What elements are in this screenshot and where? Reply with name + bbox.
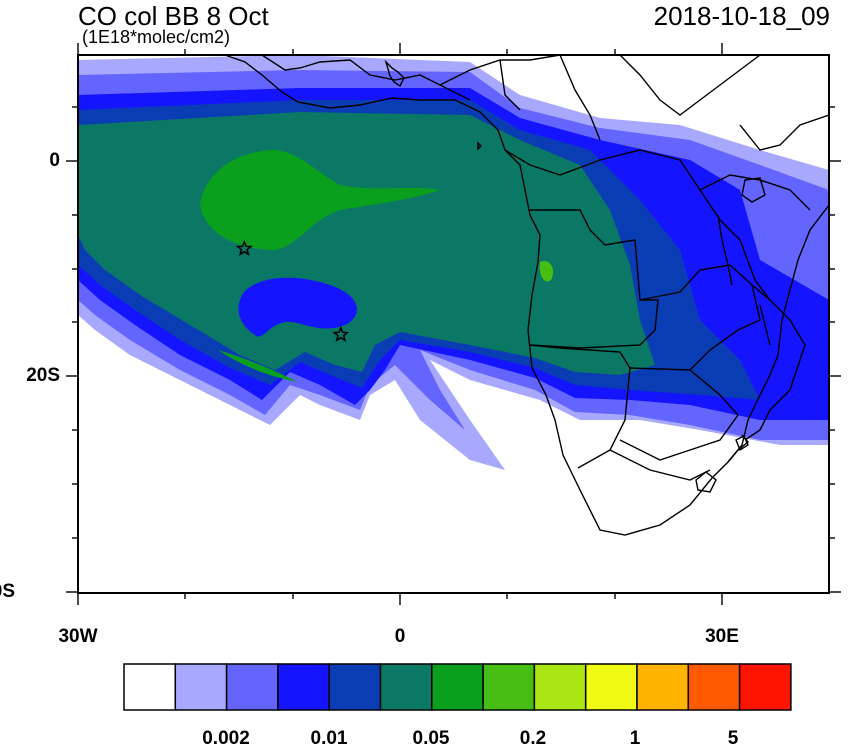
- colorbar-box-11: [687, 663, 741, 711]
- colorbar-box-0: [123, 663, 177, 711]
- marker-layer: [235, 239, 350, 343]
- border-botswana: [619, 367, 739, 461]
- lat-label-20s: 20S: [26, 365, 60, 386]
- lat-label-40s: 40S: [0, 581, 15, 602]
- lat-label-0: 0: [49, 150, 60, 171]
- lake-tanganyika: [717, 214, 733, 286]
- colorbar-box-4: [328, 663, 382, 711]
- plume-field: [78, 55, 829, 470]
- lesotho: [695, 471, 717, 493]
- bioko-island: [477, 141, 482, 151]
- colorbar-label-2: 0.05: [412, 728, 450, 749]
- border-mozambique: [744, 284, 806, 441]
- plume-green-streak: [218, 350, 298, 382]
- colorbar-box-1: [174, 663, 228, 711]
- star-marker-2: [332, 325, 350, 343]
- colorbar-box-6: [431, 663, 484, 711]
- plume-green-spot: [539, 260, 554, 282]
- lon-label-30w: 30W: [58, 626, 98, 647]
- star-marker-1: [235, 239, 254, 256]
- lake-victoria: [741, 177, 766, 203]
- colorbar-box-7: [482, 663, 536, 711]
- colorbar-label-0: 0.002: [202, 728, 250, 749]
- south-africa-internal: [609, 434, 750, 481]
- colorbar-label-4: 1: [629, 728, 641, 749]
- lake-chad: [384, 59, 405, 88]
- map-title: CO col BB 8 Oct: [78, 1, 269, 31]
- colorbar-box-8: [533, 663, 587, 711]
- colorbar-label-3: 0.2: [519, 728, 547, 749]
- plume-green: [200, 150, 440, 250]
- border-drc: [504, 149, 771, 301]
- colorbar-box-10: [636, 663, 690, 711]
- tick-marks: [66, 43, 841, 605]
- colorbar-label-1: 0.01: [310, 728, 348, 749]
- colorbar-label-5: 5: [727, 728, 739, 749]
- colorbar-box-3: [277, 663, 330, 711]
- colorbar-box-12: [738, 663, 792, 711]
- border-north-central: [439, 55, 761, 141]
- colorbar-box-9: [584, 663, 638, 711]
- colorbar-box-2: [225, 663, 279, 711]
- units-label: (1E18*molec/cm2): [82, 27, 231, 47]
- lon-label-30e: 30E: [705, 626, 739, 647]
- africa-coastline: [224, 55, 829, 536]
- timestamp-label: 2018-10-18_09: [653, 1, 830, 31]
- map-frame: [77, 54, 830, 594]
- plume-swirl: [238, 277, 357, 337]
- colorbar-box-5: [379, 663, 433, 711]
- lon-label-0: 0: [394, 626, 406, 647]
- swaziland: [735, 435, 749, 452]
- coastlines: [224, 55, 829, 536]
- lake-malawi: [759, 304, 771, 346]
- colorbar: [123, 663, 792, 711]
